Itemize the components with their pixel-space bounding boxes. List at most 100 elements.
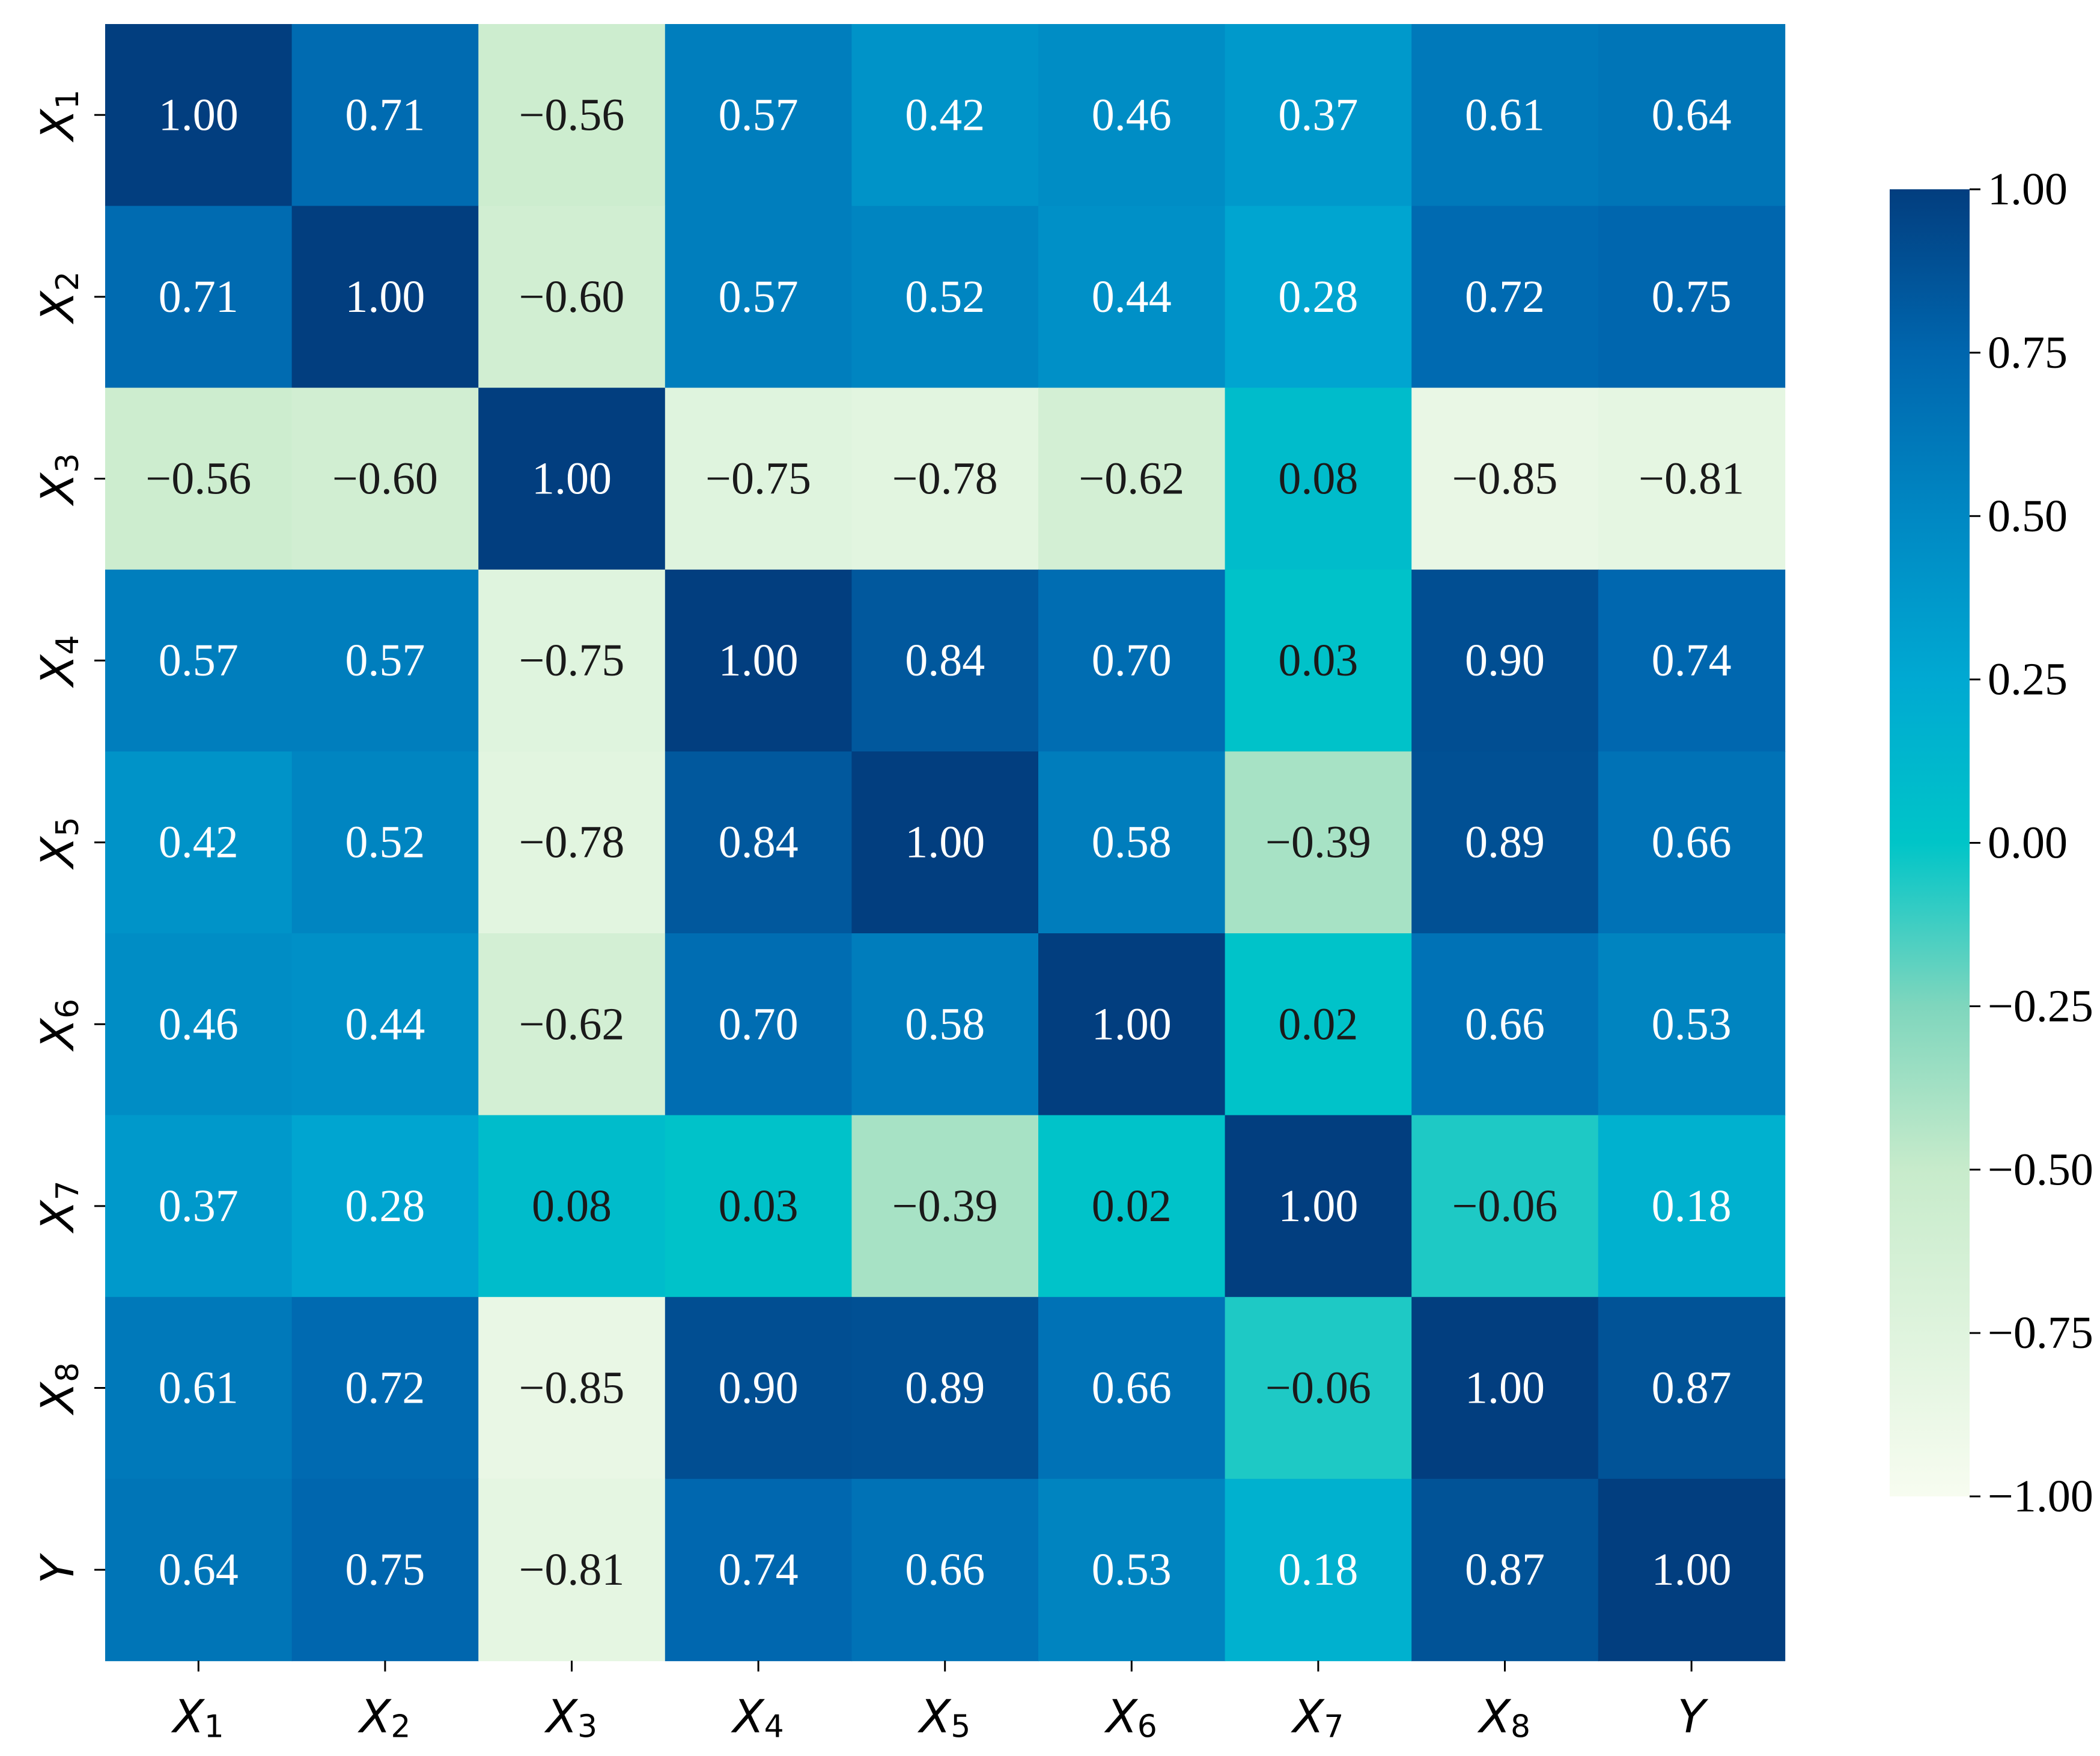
heatmap-cell-r4-c6 (1038, 569, 1226, 752)
heatmap-cell-r2-c3 (478, 206, 666, 388)
y-tick-label-9: Y (31, 1552, 84, 1584)
heatmap-cell-r7-c1 (105, 1115, 293, 1297)
x-tick-label-6: X6 (1104, 1689, 1157, 1745)
cell-value-r6-c5: 0.58 (905, 999, 985, 1049)
heatmap-cell-r2-c2 (291, 206, 479, 388)
cell-value-r2-c7: 0.28 (1278, 272, 1358, 322)
cell-value-r6-c9: 0.53 (1652, 999, 1732, 1049)
x-tick-label-1: X1 (171, 1689, 224, 1745)
x-tick-label-8: X8 (1477, 1689, 1530, 1745)
cell-value-r2-c9: 0.75 (1652, 272, 1732, 322)
heatmap-cell-r9-c1 (105, 1478, 293, 1662)
heatmap-cell-r3-c2 (291, 388, 479, 570)
cell-value-r8-c3: −0.85 (519, 1363, 625, 1413)
y-tick-label-8: X8 (31, 1362, 87, 1416)
x-tick-label-5: X5 (917, 1689, 970, 1745)
cell-value-r1-c6: 0.46 (1092, 90, 1172, 140)
cell-value-r4-c2: 0.57 (345, 635, 425, 686)
cell-value-r7-c6: 0.02 (1092, 1181, 1172, 1231)
cell-value-r1-c2: 0.71 (345, 90, 425, 140)
heatmap-cell-r6-c7 (1225, 933, 1412, 1116)
cell-value-r9-c3: −0.81 (519, 1544, 625, 1595)
cell-value-r8-c1: 0.61 (159, 1363, 239, 1413)
heatmap-cell-r9-c3 (478, 1478, 666, 1662)
heatmap-cell-r1-c1 (105, 24, 293, 207)
heatmap-cell-r5-c9 (1598, 751, 1786, 934)
y-tick-label-6: X6 (31, 999, 87, 1052)
heatmap-cell-r1-c5 (851, 24, 1039, 207)
heatmap-cell-r5-c3 (478, 751, 666, 934)
heatmap-cell-r6-c2 (291, 933, 479, 1116)
cell-value-r8-c9: 0.87 (1652, 1363, 1732, 1413)
cell-value-r1-c7: 0.37 (1278, 90, 1358, 140)
y-tick-label-2: X2 (31, 271, 87, 325)
heatmap-cell-r2-c4 (665, 206, 853, 388)
cell-value-r6-c7: 0.02 (1278, 999, 1358, 1049)
heatmap-cell-r4-c2 (291, 569, 479, 752)
heatmap-cell-r6-c3 (478, 933, 666, 1116)
cell-value-r9-c4: 0.74 (719, 1544, 799, 1595)
heatmap-cell-r7-c5 (851, 1115, 1039, 1297)
heatmap-cell-r8-c6 (1038, 1297, 1226, 1480)
cell-value-r1-c3: −0.56 (519, 90, 625, 140)
cell-value-r7-c9: 0.18 (1652, 1181, 1732, 1231)
cell-value-r2-c8: 0.72 (1465, 272, 1545, 322)
cell-value-r9-c7: 0.18 (1278, 1544, 1358, 1595)
colorbar-tick-label-2: 0.75 (1988, 328, 2068, 378)
y-tick-label-4: X4 (31, 635, 87, 689)
cell-value-r6-c3: −0.62 (519, 999, 625, 1049)
cell-value-r9-c1: 0.64 (159, 1544, 239, 1595)
cell-value-r4-c3: −0.75 (519, 635, 625, 686)
heatmap-cell-r3-c3 (478, 388, 666, 570)
cell-value-r6-c2: 0.44 (345, 999, 425, 1049)
cell-value-r7-c4: 0.03 (719, 1181, 799, 1231)
heatmap-cell-r1-c3 (478, 24, 666, 207)
colorbar: 1.00 0.75 0.50 0.25 0.00 −0.25 −0.50 −0.75 −1.00 (1890, 164, 2093, 1522)
cell-value-r6-c4: 0.70 (719, 999, 799, 1049)
colorbar-tick-label-8: −0.75 (1988, 1308, 2093, 1358)
heatmap-cells (105, 24, 1786, 1662)
cell-value-r8-c4: 0.90 (719, 1363, 799, 1413)
heatmap-cell-r2-c7 (1225, 206, 1412, 388)
colorbar-tick-label-1: 1.00 (1988, 164, 2068, 215)
heatmap-cell-r7-c7 (1225, 1115, 1412, 1297)
heatmap-cell-r4-c8 (1411, 569, 1599, 752)
heatmap-cell-r7-c6 (1038, 1115, 1226, 1297)
x-tick-label-3: X3 (544, 1689, 597, 1745)
cell-value-r4-c6: 0.70 (1092, 635, 1172, 686)
colorbar-tick-label-5: 0.00 (1988, 818, 2068, 868)
heatmap-cell-r9-c7 (1225, 1478, 1412, 1662)
colorbar-tick-label-6: −0.25 (1988, 981, 2093, 1031)
cell-value-r3-c8: −0.85 (1452, 454, 1558, 504)
heatmap-cell-r8-c3 (478, 1297, 666, 1480)
heatmap-cell-r2-c5 (851, 206, 1039, 388)
y-axis-ticks: X1 X2 X3 X4 X5 X6 X7 X8 Y (31, 90, 105, 1584)
cell-value-r8-c8: 1.00 (1465, 1363, 1545, 1413)
cell-value-r9-c6: 0.53 (1092, 1544, 1172, 1595)
cell-value-r1-c8: 0.61 (1465, 90, 1545, 140)
cell-value-r3-c6: −0.62 (1079, 454, 1184, 504)
heatmap-cell-r7-c2 (291, 1115, 479, 1297)
x-axis-ticks: X1 X2 X3 X4 X5 X6 X7 X8 Y (171, 1660, 1709, 1745)
cell-value-r5-c6: 0.58 (1092, 817, 1172, 868)
heatmap-cell-r7-c4 (665, 1115, 853, 1297)
x-tick-label-7: X7 (1290, 1689, 1344, 1745)
cell-value-r2-c5: 0.52 (905, 272, 985, 322)
cell-value-r2-c4: 0.57 (719, 272, 799, 322)
heatmap-cell-r8-c4 (665, 1297, 853, 1480)
heatmap-cell-r9-c4 (665, 1478, 853, 1662)
heatmap-cell-r3-c1 (105, 388, 293, 570)
cell-value-r3-c5: −0.78 (892, 454, 998, 504)
cell-value-r4-c9: 0.74 (1652, 635, 1732, 686)
cell-value-r1-c1: 1.00 (159, 90, 239, 140)
cell-value-r5-c2: 0.52 (345, 817, 425, 868)
heatmap-cell-r1-c6 (1038, 24, 1226, 207)
heatmap-cell-r9-c5 (851, 1478, 1039, 1662)
heatmap-cell-r4-c5 (851, 569, 1039, 752)
heatmap-cell-r8-c2 (291, 1297, 479, 1480)
heatmap-cell-r8-c9 (1598, 1297, 1786, 1480)
cell-value-r8-c6: 0.66 (1092, 1363, 1172, 1413)
colorbar-tick-label-4: 0.25 (1988, 654, 2068, 705)
heatmap-cell-r4-c1 (105, 569, 293, 752)
heatmap-cell-r6-c9 (1598, 933, 1786, 1116)
